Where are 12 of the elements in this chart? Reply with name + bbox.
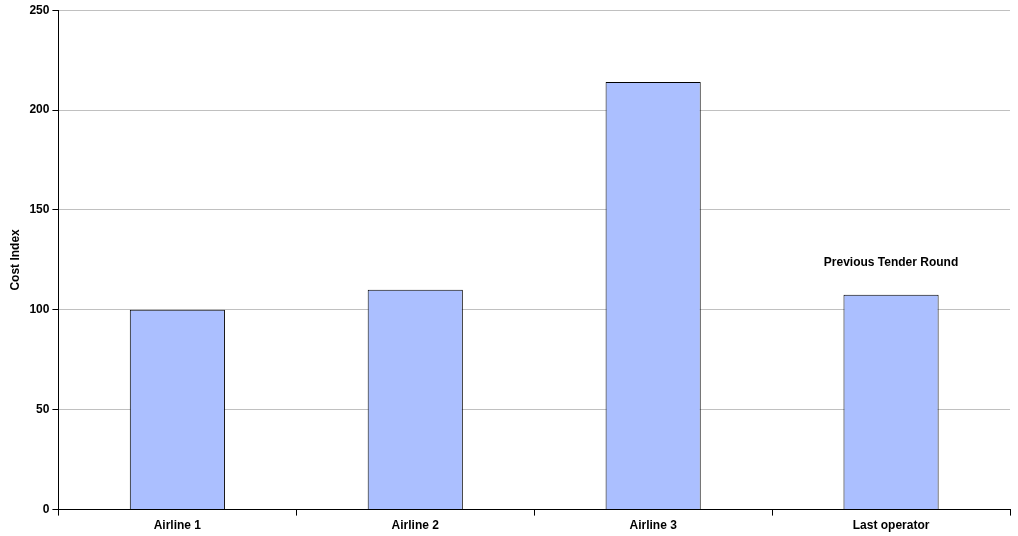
y-tick-label: 150 [29, 202, 50, 217]
y-tick-label: 200 [29, 102, 50, 117]
x-tick-label: Airline 3 [629, 518, 678, 533]
y-axis-title: Cost Index [7, 228, 22, 291]
y-tick-label: 0 [42, 501, 50, 516]
x-tick-label: Airline 1 [153, 518, 202, 533]
x-tick-label: Airline 2 [391, 518, 440, 533]
y-tick-label: 250 [29, 2, 50, 17]
x-tick-label: Last operator [852, 518, 930, 533]
annotation: Previous Tender Round [823, 255, 959, 270]
y-tick-label: 100 [29, 302, 50, 317]
y-tick-label: 50 [36, 402, 50, 417]
